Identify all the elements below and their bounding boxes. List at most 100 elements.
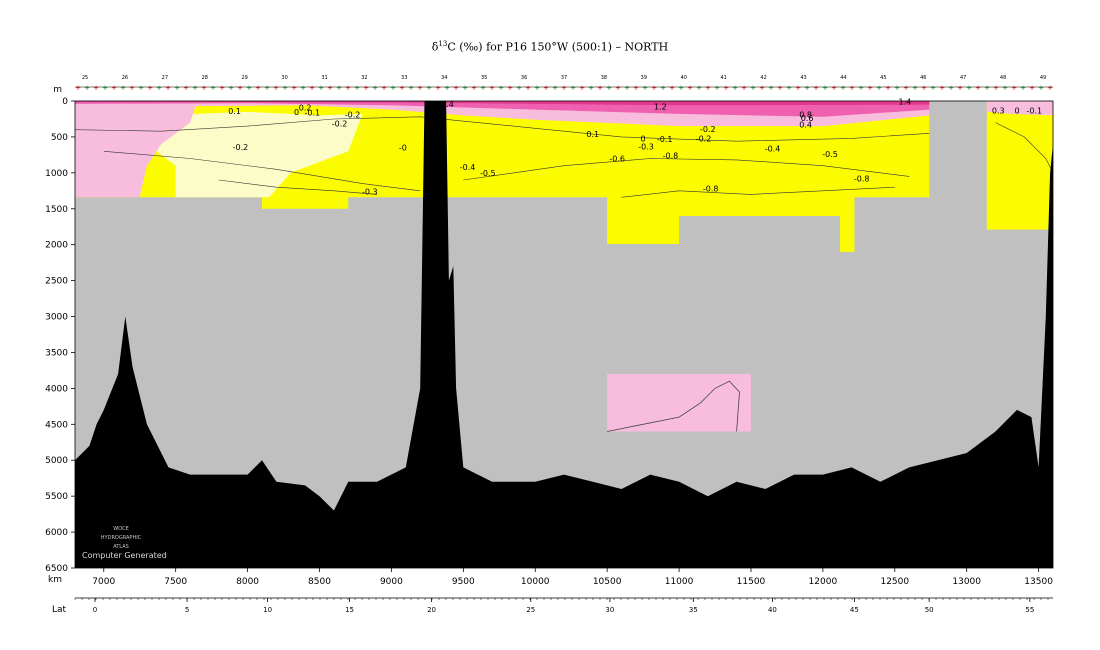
contour-label: -0.1	[657, 135, 673, 144]
deep-pink-box	[607, 374, 751, 432]
station-marker: +	[777, 84, 783, 92]
station-marker: +	[453, 84, 459, 92]
lat-tick-label: 25	[526, 606, 535, 614]
station-marker: +	[804, 84, 810, 92]
lat-tick-label: 35	[689, 606, 698, 614]
station-marker: +	[1038, 84, 1044, 92]
station-marker: +	[507, 84, 513, 92]
km-tick-label: 7500	[164, 577, 187, 587]
contour-label: -0.2	[696, 134, 712, 143]
contour-line	[218, 179, 378, 195]
contour-label: -0.3	[362, 188, 378, 197]
station-marker: +	[912, 84, 918, 92]
lat-tick-label: 20	[427, 606, 436, 614]
contour-label: 0.8	[799, 111, 812, 120]
station-marker: +	[759, 84, 765, 92]
lat-tick-label: 40	[768, 606, 777, 614]
contour-label: 0	[294, 108, 299, 117]
contour-line	[74, 116, 930, 142]
station-marker: +	[669, 84, 675, 92]
station-marker: +	[867, 84, 873, 92]
station-marker: +	[192, 84, 198, 92]
station-marker: +	[831, 84, 837, 92]
km-tick-label: 12000	[809, 577, 838, 587]
station-label: 31	[321, 75, 327, 81]
station-marker: +	[417, 84, 423, 92]
station-label: 38	[601, 75, 607, 81]
station-label: 44	[840, 75, 846, 81]
km-tick-label: 10500	[593, 577, 622, 587]
watermark-line-1: WOCE	[113, 526, 129, 532]
contour-label: 1.2	[654, 103, 667, 112]
contour-label: 0.1	[228, 107, 241, 116]
depth-tick-label: 2500	[45, 277, 68, 287]
station-marker: +	[165, 84, 171, 92]
km-tick-label: 7000	[92, 577, 115, 587]
depth-tick-label: 6000	[45, 528, 68, 538]
station-marker: +	[543, 84, 549, 92]
station-marker: +	[948, 84, 954, 92]
depth-tick-label: 0	[62, 97, 68, 107]
station-marker: +	[390, 84, 396, 92]
contour-label: 0.3	[992, 106, 1005, 115]
station-marker: +	[552, 84, 558, 92]
station-marker: +	[336, 84, 342, 92]
station-marker: +	[588, 84, 594, 92]
depth-tick-label: 4000	[45, 384, 68, 394]
station-marker: +	[399, 84, 405, 92]
contour-label: -0.8	[663, 152, 679, 161]
station-marker: +	[219, 84, 225, 92]
axes-layer: m050010001500200025003000350040004500500…	[45, 75, 1054, 615]
contour-line	[463, 158, 910, 181]
station-marker: +	[678, 84, 684, 92]
station-marker: +	[174, 84, 180, 92]
contour-label: 0.2	[299, 104, 312, 113]
station-marker: +	[795, 84, 801, 92]
station-label: 40	[681, 75, 687, 81]
station-label: 37	[561, 75, 567, 81]
lat-tick-label: 10	[263, 606, 272, 614]
km-tick-label: 13000	[952, 577, 981, 587]
contour-line	[995, 122, 1054, 173]
station-marker: +	[633, 84, 639, 92]
station-label: 30	[281, 75, 287, 81]
station-marker: +	[930, 84, 936, 92]
station-marker: +	[480, 84, 486, 92]
contour-label: -0.3	[638, 142, 654, 151]
seafloor	[75, 101, 1053, 568]
station-marker: +	[273, 84, 279, 92]
station-label: 47	[960, 75, 966, 81]
station-marker: +	[885, 84, 891, 92]
station-marker: +	[264, 84, 270, 92]
station-label: 34	[441, 75, 447, 81]
station-marker: +	[813, 84, 819, 92]
station-label: 39	[641, 75, 647, 81]
station-marker: +	[102, 84, 108, 92]
contour-label: -0	[399, 144, 407, 153]
station-marker: +	[579, 84, 585, 92]
km-tick-label: 9000	[380, 577, 403, 587]
station-marker: +	[1029, 84, 1035, 92]
station-marker: +	[246, 84, 252, 92]
station-marker: +	[615, 84, 621, 92]
station-label: 49	[1040, 75, 1046, 81]
station-label: 32	[361, 75, 367, 81]
station-marker: +	[435, 84, 441, 92]
contour-line	[103, 151, 421, 192]
woce-watermark: WOCE HYDROGRAPHIC ATLAS Computer Generat…	[82, 526, 167, 560]
station-marker: +	[687, 84, 693, 92]
station-marker: +	[939, 84, 945, 92]
station-marker: +	[786, 84, 792, 92]
station-marker: +	[444, 84, 450, 92]
station-marker: +	[309, 84, 315, 92]
station-label: 25	[82, 75, 88, 81]
depth-axis-unit: m	[53, 85, 62, 95]
station-marker: +	[75, 84, 81, 92]
contour-label: -0.2	[233, 143, 249, 152]
km-tick-label: 11500	[737, 577, 766, 587]
station-marker: +	[858, 84, 864, 92]
contour-label: -0.4	[765, 144, 781, 153]
contour-label: -0.1	[304, 109, 320, 118]
station-marker: +	[426, 84, 432, 92]
